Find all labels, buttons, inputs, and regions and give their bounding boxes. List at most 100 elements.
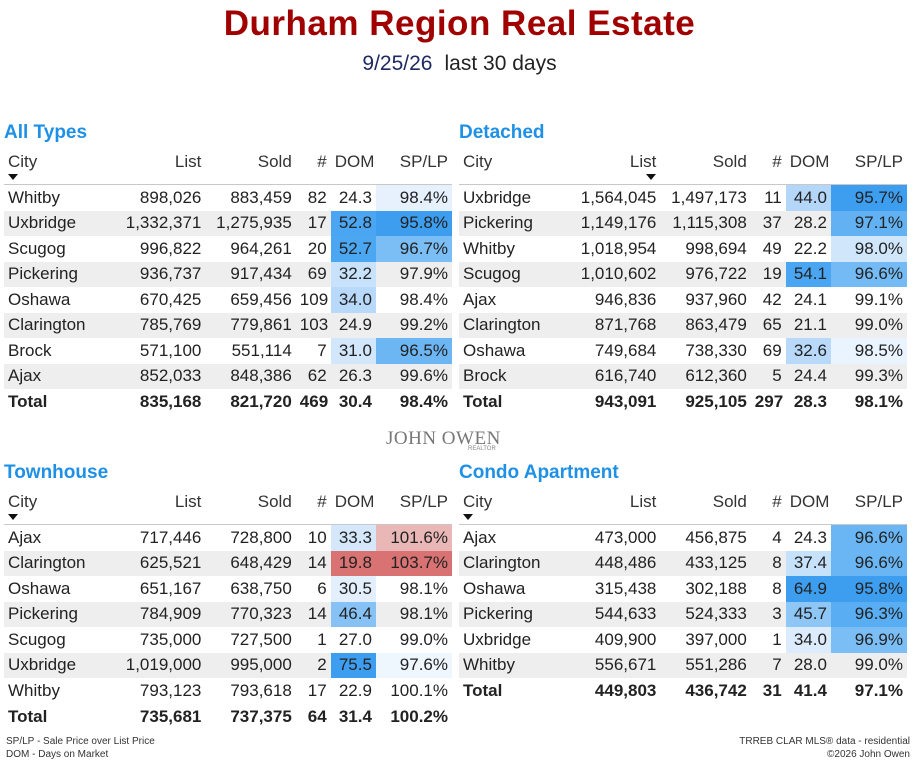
cell-sold: 937,960 xyxy=(685,289,747,309)
total-list: 449,803 xyxy=(594,681,657,700)
footer-legend-splp: SP/LP - Sale Price over List Price xyxy=(6,736,155,747)
cell-city: Clarington xyxy=(4,550,120,576)
cell-city: Scugog xyxy=(8,629,66,649)
footer-data-source: TRREB CLAR MLS® data - residential xyxy=(739,736,910,747)
column-header-sold[interactable]: Sold xyxy=(257,492,292,511)
cell-splp: 97.6% xyxy=(375,652,452,678)
column-header-count[interactable]: # xyxy=(772,492,782,511)
total-splp: 98.1% xyxy=(854,392,903,411)
sort-descending-icon[interactable] xyxy=(8,174,18,181)
column-header-dom[interactable]: DOM xyxy=(334,492,375,511)
sort-descending-icon[interactable] xyxy=(463,514,473,521)
table-row: Ajax 473,000 456,875 4 24.3 96.6% xyxy=(459,524,907,551)
cell-city: Uxbridge xyxy=(4,210,120,236)
column-header-count[interactable]: # xyxy=(772,152,782,171)
total-city: Total xyxy=(8,706,48,726)
panel-title: All Types xyxy=(4,122,88,143)
cell-dom: 34.0 xyxy=(330,287,376,313)
data-table: City List Sold # DOM SP/LP Ajax 717,446 728,800 1… xyxy=(4,486,452,730)
cell-sold: 302,188 xyxy=(685,578,747,598)
cell-list: 544,633 xyxy=(574,601,661,627)
table-row: Brock 616,740 612,360 5 24.4 99.3% xyxy=(459,363,907,389)
realtor-logo-sub: REALTOR xyxy=(468,446,496,452)
cell-splp: 99.2% xyxy=(375,312,452,338)
table-row: Uxbridge 409,900 397,000 1 34.0 96.9% xyxy=(459,627,907,653)
column-header-list[interactable]: List xyxy=(629,152,657,171)
cell-sold: 551,286 xyxy=(660,652,751,678)
total-row: Total 943,091 925,105 297 28.3 98.1% xyxy=(459,389,907,415)
cell-splp: 95.8% xyxy=(375,210,452,236)
table-row: Pickering 784,909 770,323 14 46.4 98.1% xyxy=(4,601,452,627)
cell-list: 946,836 xyxy=(594,289,657,309)
cell-dom: 19.8 xyxy=(330,550,376,576)
column-header-dom[interactable]: DOM xyxy=(789,152,830,171)
column-header-dom[interactable]: DOM xyxy=(334,152,375,171)
column-header-sold[interactable]: Sold xyxy=(257,152,292,171)
column-header-city[interactable]: City xyxy=(463,492,493,511)
column-header-count[interactable]: # xyxy=(317,152,327,171)
column-header-sold[interactable]: Sold xyxy=(712,152,747,171)
cell-city: Clarington xyxy=(459,550,575,576)
total-sold: 436,742 xyxy=(685,681,747,700)
cell-sold: 995,000 xyxy=(205,652,296,678)
column-header-splp[interactable]: SP/LP xyxy=(854,492,903,511)
cell-count: 8 xyxy=(750,550,786,576)
table-row: Clarington 448,486 433,125 8 37.4 96.6% xyxy=(459,550,907,576)
table-row: Uxbridge 1,019,000 995,000 2 75.5 97.6% xyxy=(4,652,452,678)
panel-condo-apartment: Condo Apartment City List Sold # DOM SP/LP Ajax… xyxy=(459,460,907,704)
realtor-logo: JOHN OWEN xyxy=(386,428,501,449)
cell-count: 82 xyxy=(307,187,327,207)
cell-count: 1 xyxy=(772,629,782,649)
cell-count: 69 xyxy=(762,340,782,360)
cell-count: 7 xyxy=(317,340,327,360)
total-row: Total 735,681 737,375 64 31.4 100.2% xyxy=(4,704,452,730)
column-header-city[interactable]: City xyxy=(463,152,493,171)
column-header-list[interactable]: List xyxy=(629,492,657,511)
cell-dom: 24.1 xyxy=(793,289,827,309)
cell-dom: 54.1 xyxy=(785,261,831,287)
column-header-splp[interactable]: SP/LP xyxy=(399,152,448,171)
total-splp: 98.4% xyxy=(399,392,448,411)
cell-city: Clarington xyxy=(459,312,575,338)
cell-splp: 96.9% xyxy=(830,627,907,653)
cell-list: 625,521 xyxy=(119,550,206,576)
cell-list: 616,740 xyxy=(574,363,661,389)
cell-count: 4 xyxy=(772,527,782,547)
column-header-city[interactable]: City xyxy=(8,152,38,171)
cell-city: Oshawa xyxy=(463,578,526,598)
cell-list: 1,564,045 xyxy=(580,187,657,207)
total-city: Total xyxy=(8,392,48,411)
cell-list: 409,900 xyxy=(594,629,657,649)
column-header-city[interactable]: City xyxy=(8,492,38,511)
total-row: Total 449,803 436,742 31 41.4 97.1% xyxy=(459,678,907,704)
page-title: Durham Region Real Estate xyxy=(223,4,696,43)
column-header-list[interactable]: List xyxy=(174,492,202,511)
column-header-sold[interactable]: Sold xyxy=(712,492,747,511)
column-header-count[interactable]: # xyxy=(317,492,327,511)
cell-list: 996,822 xyxy=(139,238,202,258)
cell-sold: 738,330 xyxy=(685,340,747,360)
cell-list: 571,100 xyxy=(139,340,202,360)
cell-sold: 659,456 xyxy=(230,289,292,309)
table-row: Oshawa 670,425 659,456 109 34.0 98.4% xyxy=(4,287,452,313)
cell-dom: 32.2 xyxy=(330,261,376,287)
footer-legend: SP/LP - Sale Price over List Price DOM -… xyxy=(6,735,155,761)
cell-splp: 96.6% xyxy=(830,261,907,287)
page-subtitle: 9/25/26 last 30 days xyxy=(0,52,919,76)
total-city: Total xyxy=(463,681,503,700)
sort-descending-icon[interactable] xyxy=(8,514,18,521)
panel-all-types: All Types City List Sold # DOM SP/LP Whitby 898,… xyxy=(4,120,452,415)
report-date: 9/25/26 xyxy=(362,52,433,75)
sort-descending-icon[interactable] xyxy=(646,174,657,181)
cell-list: 448,486 xyxy=(574,550,661,576)
cell-sold: 648,429 xyxy=(205,550,296,576)
column-header-splp[interactable]: SP/LP xyxy=(399,492,448,511)
cell-list: 871,768 xyxy=(574,312,661,338)
total-list: 835,168 xyxy=(139,392,202,411)
cell-sold: 964,261 xyxy=(230,238,292,258)
column-header-list[interactable]: List xyxy=(174,152,202,171)
total-count: 297 xyxy=(754,392,784,411)
cell-sold: 848,386 xyxy=(205,363,296,389)
column-header-splp[interactable]: SP/LP xyxy=(854,152,903,171)
column-header-dom[interactable]: DOM xyxy=(789,492,830,511)
